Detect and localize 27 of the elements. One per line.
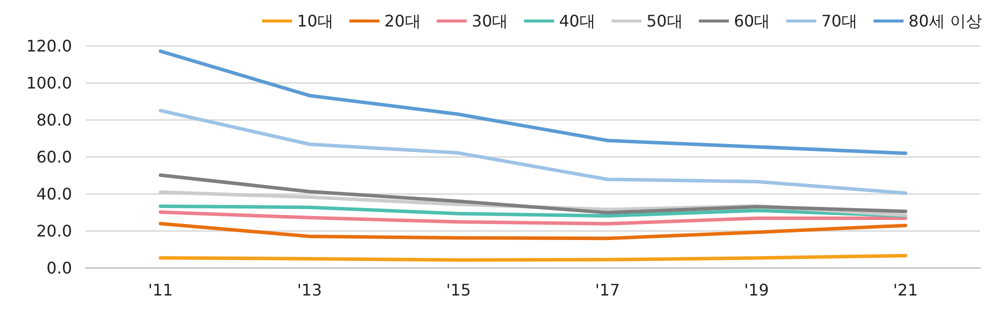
x-tick-label: '19 [744, 280, 769, 300]
x-tick-label: '17 [595, 280, 620, 300]
x-tick-label: '13 [297, 280, 322, 300]
line-series [158, 49, 908, 156]
y-tick-label: 100.0 [26, 74, 72, 92]
y-tick-label: 60.0 [36, 148, 72, 166]
legend-label: 60대 [734, 12, 770, 30]
y-tick-label: 0.0 [46, 258, 72, 278]
legend-label: 10대 [297, 12, 334, 30]
y-tick-label: 40.0 [36, 184, 72, 204]
x-tick-label: '11 [148, 280, 173, 300]
legend-label: 30대 [472, 12, 508, 30]
legend-label: 80세 이상 [908, 12, 982, 30]
line-series [158, 173, 908, 214]
y-tick-label: 120.0 [26, 36, 72, 56]
line-series [158, 222, 908, 240]
y-tick-label: 80.0 [36, 110, 72, 130]
legend-label: 70대 [821, 12, 858, 30]
y-tick-label: 20.0 [36, 222, 72, 240]
legend-label: 20대 [384, 12, 421, 30]
x-tick-label: '21 [893, 280, 918, 300]
legend-label: 50대 [646, 12, 683, 30]
line-series [158, 204, 908, 218]
line-series [158, 108, 908, 195]
x-tick-label: '15 [446, 280, 471, 300]
line-series [158, 210, 908, 226]
legend-label: 40대 [559, 12, 596, 30]
